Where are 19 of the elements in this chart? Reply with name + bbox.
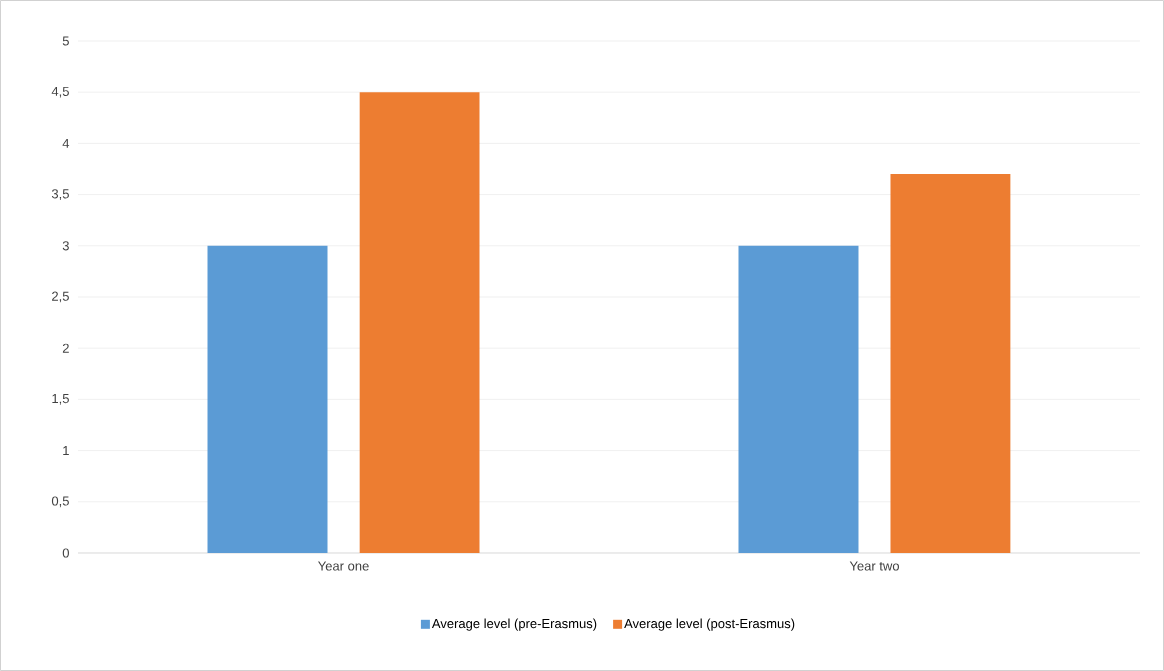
- y-tick-label: 0: [62, 548, 69, 558]
- bar: [207, 245, 328, 553]
- bar: [359, 92, 480, 553]
- x-tick-label: Year one: [318, 561, 369, 571]
- y-tick-label: 3: [62, 241, 69, 251]
- y-tick-label: 2: [62, 343, 69, 353]
- y-tick-label: 2,5: [52, 291, 69, 303]
- y-tick-label: 4: [62, 138, 70, 148]
- y-tick-label: 0,5: [51, 496, 69, 508]
- y-tick-label: 1,5: [52, 394, 69, 405]
- x-tick-label: Year two: [849, 561, 899, 571]
- legend-label: Average level (pre-Erasmus): [431, 618, 597, 631]
- y-tick-label: 1: [63, 446, 69, 456]
- y-tick-label: 5: [62, 36, 69, 46]
- y-tick-label: 3,5: [51, 189, 69, 200]
- bar: [738, 245, 859, 553]
- bar: [890, 174, 1011, 553]
- legend-label: Average level (post-Erasmus): [624, 618, 795, 631]
- y-tick-label: 4,5: [51, 86, 69, 98]
